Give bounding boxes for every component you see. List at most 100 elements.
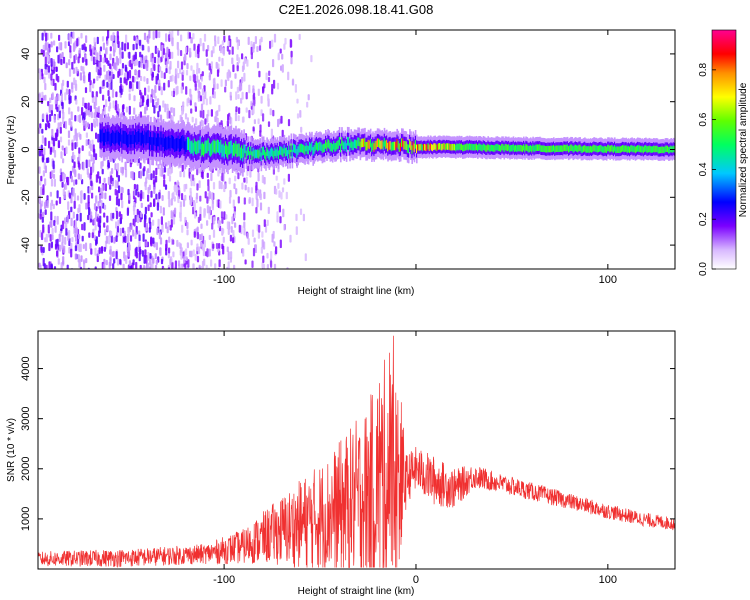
heatmap-noise-cell xyxy=(234,175,237,182)
heatmap-noise-cell xyxy=(50,146,53,153)
heatmap-ridge-core xyxy=(253,150,256,159)
heatmap-noise-cell xyxy=(111,168,114,174)
heatmap-ridge-core xyxy=(242,148,244,162)
heatmap-noise-cell xyxy=(211,203,214,211)
heatmap-ridge-core xyxy=(441,144,443,151)
heatmap-noise-cell xyxy=(94,224,97,231)
heatmap-ridge-core xyxy=(358,137,360,147)
heatmap-ridge-core xyxy=(558,145,561,152)
heatmap-noise-cell xyxy=(151,88,154,96)
heatmap-ridge-core xyxy=(452,143,455,151)
heatmap-ridge-core xyxy=(473,143,476,151)
heatmap-noise-cell xyxy=(124,64,127,72)
heatmap-noise-cell xyxy=(88,151,91,157)
heatmap-noise-cell xyxy=(167,80,170,88)
heatmap-ridge-core xyxy=(336,140,339,150)
heatmap-noise-cell xyxy=(51,234,54,241)
heatmap-ridge-core xyxy=(342,140,344,150)
heatmap-noise-cell xyxy=(129,80,132,89)
heatmap-noise-cell xyxy=(276,211,279,218)
heatmap-noise-cell xyxy=(65,62,68,69)
heatmap-ridge-core xyxy=(174,139,176,153)
heatmap-noise-cell xyxy=(115,91,118,98)
heatmap-ridge-core xyxy=(361,138,364,148)
heatmap-noise-cell xyxy=(42,113,45,120)
heatmap-noise-cell xyxy=(39,203,42,210)
heatmap-noise-cell xyxy=(258,224,261,233)
heatmap-noise-cell xyxy=(111,181,114,187)
heatmap-noise-cell xyxy=(115,56,118,65)
heatmap-noise-cell xyxy=(172,90,175,98)
heatmap-ridge-core xyxy=(465,143,468,151)
heatmap-ridge-core xyxy=(269,148,272,158)
heatmap-noise-cell xyxy=(176,41,179,50)
heatmap-noise-cell xyxy=(44,94,47,101)
heatmap-noise-cell xyxy=(99,54,102,63)
heatmap-y-tick-label: -20 xyxy=(20,189,32,205)
heatmap-noise-cell xyxy=(119,85,122,93)
heatmap-noise-cell xyxy=(72,67,75,74)
heatmap-noise-cell xyxy=(221,216,224,224)
heatmap-noise-cell xyxy=(82,71,86,81)
heatmap-noise-cell xyxy=(97,201,100,209)
heatmap-noise-cell xyxy=(159,66,162,72)
heatmap-noise-cell xyxy=(198,67,201,74)
heatmap-noise-cell xyxy=(140,75,143,82)
heatmap-noise-cell xyxy=(76,38,79,47)
heatmap-noise-cell xyxy=(210,259,213,267)
heatmap-ridge-core xyxy=(291,149,294,159)
heatmap-noise-cell xyxy=(114,180,117,189)
snr-y-tick-label: 3000 xyxy=(20,406,32,430)
heatmap-noise-cell xyxy=(261,231,264,238)
heatmap-noise-cell xyxy=(167,190,170,200)
heatmap-ridge-core xyxy=(434,143,436,150)
heatmap-ridge-core xyxy=(308,141,311,151)
heatmap-ridge-core xyxy=(353,139,356,148)
heatmap-noise-cell xyxy=(206,205,209,214)
heatmap-noise-cell xyxy=(87,194,90,204)
heatmap-noise-cell xyxy=(127,188,130,196)
heatmap-ridge-core xyxy=(468,143,471,150)
heatmap-noise-cell xyxy=(157,218,160,228)
heatmap-ridge-core xyxy=(455,144,457,152)
heatmap-noise-cell xyxy=(139,171,142,179)
heatmap-noise-cell xyxy=(213,91,216,99)
heatmap-noise-cell xyxy=(271,83,274,91)
heatmap-noise-cell xyxy=(82,118,85,126)
heatmap-noise-cell xyxy=(267,94,270,102)
heatmap-ridge-core xyxy=(430,144,433,151)
heatmap-ridge-core xyxy=(384,140,387,150)
heatmap-noise-cell xyxy=(59,174,62,182)
heatmap-noise-cell xyxy=(184,263,187,269)
chart-title: C2E1.2026.098.18.41.G08 xyxy=(279,2,434,17)
heatmap-ridge-core xyxy=(457,144,459,151)
heatmap-noise-cell xyxy=(91,232,94,239)
heatmap-ridge-core xyxy=(422,144,425,151)
heatmap-noise-cell xyxy=(241,182,244,190)
heatmap-noise-cell xyxy=(196,226,199,232)
heatmap-noise-cell xyxy=(222,228,225,234)
heatmap-noise-cell xyxy=(144,62,147,70)
heatmap-noise-cell xyxy=(136,214,140,224)
heatmap-ridge-core xyxy=(656,145,659,153)
heatmap-ridge-core xyxy=(540,145,542,152)
heatmap-noise-cell xyxy=(263,176,266,185)
heatmap-ridge-core xyxy=(236,144,238,158)
heatmap-ridge-core xyxy=(107,128,110,142)
heatmap-noise-cell xyxy=(150,173,153,181)
heatmap-ridge-core xyxy=(200,143,203,157)
heatmap-ridge-core xyxy=(274,147,276,156)
heatmap-noise-cell xyxy=(231,57,234,65)
heatmap-noise-cell xyxy=(108,96,111,102)
heatmap-ridge-core xyxy=(527,145,530,153)
heatmap-noise-cell xyxy=(231,46,234,55)
heatmap-noise-cell xyxy=(102,79,105,87)
heatmap-noise-cell xyxy=(136,81,139,90)
heatmap-noise-cell xyxy=(228,196,232,204)
heatmap-noise-cell xyxy=(171,74,174,82)
snr-x-ticks: -100 0 100 xyxy=(213,331,617,586)
heatmap-ridge-core xyxy=(460,143,463,150)
heatmap-ridge-core xyxy=(388,141,390,151)
heatmap-noise-cell xyxy=(52,137,56,147)
heatmap-noise-cell xyxy=(53,220,56,227)
